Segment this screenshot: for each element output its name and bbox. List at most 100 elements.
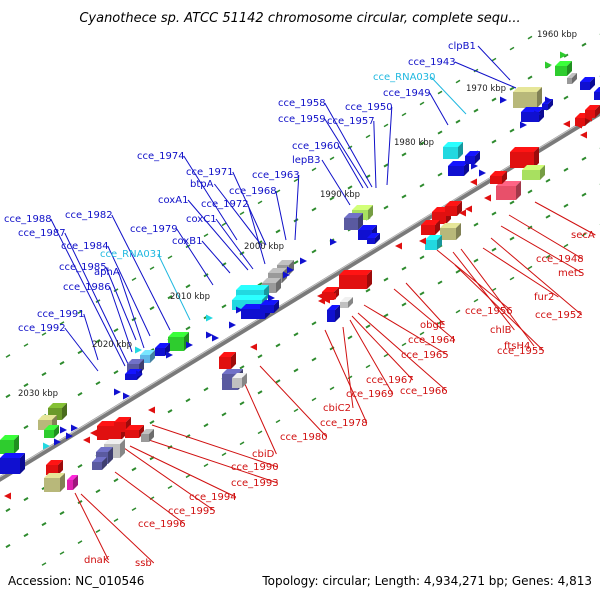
- gene-block: [443, 147, 458, 159]
- gene-block: [425, 240, 437, 250]
- tick-mark: [23, 382, 29, 388]
- gene-label: cce_1952: [535, 310, 583, 321]
- tick-mark: [41, 372, 47, 377]
- gene-label: coxC1: [186, 214, 217, 225]
- tick-mark: [203, 387, 209, 392]
- gene-block-side: [108, 447, 113, 464]
- gene-arrow: [206, 331, 213, 339]
- gene-arrow: [534, 110, 541, 118]
- label-connector: [324, 102, 373, 188]
- gene-arrow: [123, 392, 130, 400]
- tick-mark: [113, 288, 119, 292]
- gene-block-top: [44, 473, 65, 478]
- gene-label: cce_1995: [168, 506, 216, 517]
- gene-label: cce_1990: [231, 462, 279, 473]
- tick-mark: [419, 331, 425, 336]
- gene-block: [219, 357, 231, 369]
- tick-mark: [347, 375, 353, 380]
- gene-block-top: [222, 369, 243, 374]
- gene-arrow: [287, 266, 294, 274]
- label-connector: [386, 106, 393, 186]
- label-connector: [111, 214, 171, 331]
- gene-block-top: [127, 359, 144, 364]
- gene-label: fur2: [534, 292, 554, 303]
- tick-mark: [509, 86, 515, 91]
- gene-block-top: [521, 107, 544, 112]
- tick-mark: [491, 139, 497, 144]
- gene-block-top: [268, 268, 287, 273]
- gene-label: cce_1982: [65, 210, 113, 221]
- tick-mark: [419, 101, 425, 106]
- gene-arrow: [250, 343, 257, 351]
- tick-mark: [131, 467, 137, 472]
- tick-mark: [365, 324, 371, 329]
- gene-arrow: [318, 297, 325, 305]
- tick-mark: [5, 507, 11, 513]
- gene-arrow: [4, 492, 11, 500]
- gene-block-top: [262, 278, 281, 283]
- gene-block-side: [120, 439, 125, 458]
- gene-block-side: [149, 429, 154, 442]
- tick-mark: [401, 152, 407, 157]
- tick-mark: [5, 393, 11, 399]
- label-connector: [80, 493, 155, 564]
- tick-mark: [473, 222, 479, 227]
- gene-block-top: [344, 213, 363, 218]
- gene-arrow: [580, 131, 587, 139]
- gene-block: [38, 420, 52, 430]
- tick-mark: [293, 332, 299, 337]
- tick-mark: [257, 430, 263, 435]
- tick-mark: [95, 381, 101, 386]
- tick-mark: [275, 189, 281, 194]
- tick-mark: [383, 123, 389, 128]
- gene-label: cce_1966: [400, 386, 448, 397]
- gene-label: cce_1987: [18, 228, 66, 239]
- gene-block-top: [322, 287, 339, 292]
- tick-mark: [5, 354, 11, 358]
- gene-block-top: [445, 201, 462, 206]
- tick-mark: [77, 392, 83, 397]
- label-connector: [129, 445, 237, 498]
- label-connector: [500, 225, 583, 274]
- tick-mark: [95, 529, 101, 533]
- gene-label: cce_1968: [229, 186, 277, 197]
- label-connector: [490, 237, 583, 316]
- gene-arrow: [166, 351, 173, 359]
- tick-mark: [311, 167, 317, 172]
- gene-block-side: [437, 235, 442, 250]
- tick-mark: [419, 255, 425, 260]
- tick-mark: [239, 441, 245, 446]
- gene-block-top: [358, 225, 377, 230]
- tick-mark: [167, 409, 173, 414]
- tick-mark: [113, 518, 119, 522]
- label-connector: [151, 424, 278, 468]
- gene-block-side: [464, 161, 469, 176]
- gene-label: cce_1988: [4, 214, 52, 225]
- gene-block: [510, 152, 534, 168]
- gene-block-side: [590, 77, 595, 90]
- gene-block-top: [340, 297, 353, 302]
- gene-block: [44, 478, 60, 492]
- gene-arrow: [136, 370, 143, 378]
- tick-mark: [419, 141, 425, 146]
- tick-mark: [311, 397, 317, 402]
- label-connector: [363, 304, 449, 356]
- gene-label: cce_1969: [346, 389, 394, 400]
- tick-mark: [23, 496, 29, 502]
- tick-mark: [383, 313, 389, 318]
- gene-label: cbiD: [252, 449, 275, 460]
- tick-mark: [95, 489, 101, 494]
- label-connector: [83, 313, 99, 361]
- gene-arrow: [545, 61, 552, 69]
- gene-label: cce_1959: [278, 114, 326, 125]
- gene-arrow: [71, 424, 78, 432]
- gene-label: cce_1958: [278, 98, 326, 109]
- label-connector: [215, 218, 254, 270]
- tick-mark: [41, 522, 47, 527]
- gene-arrow: [465, 205, 472, 213]
- tick-mark: [149, 420, 155, 425]
- tick-mark: [185, 474, 191, 479]
- gene-arrow: [575, 121, 582, 129]
- gene-block: [339, 275, 367, 289]
- gene-label: cce_1950: [345, 102, 393, 113]
